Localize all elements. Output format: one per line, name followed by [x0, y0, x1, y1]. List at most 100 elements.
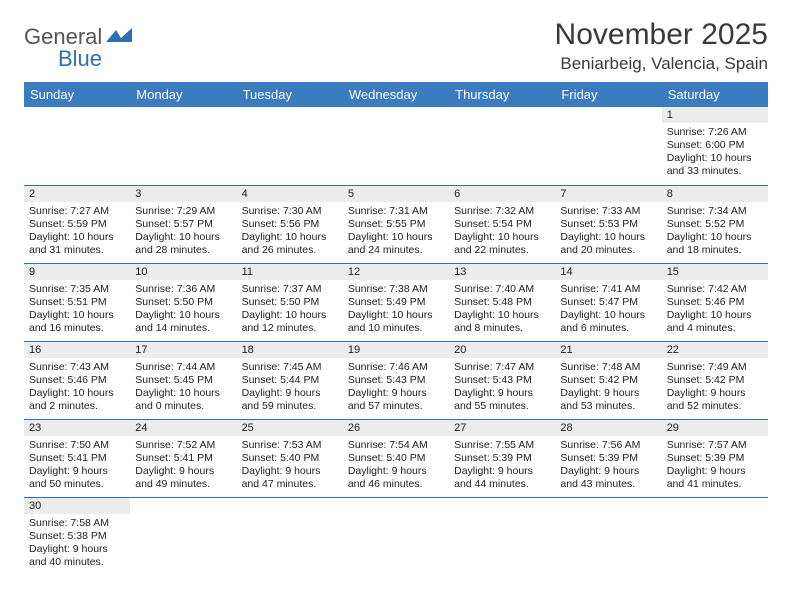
day-number: 1 [662, 107, 768, 123]
day-details: Sunrise: 7:34 AMSunset: 5:52 PMDaylight:… [662, 202, 768, 262]
day-number: 16 [24, 342, 130, 358]
day-number: 30 [24, 498, 130, 514]
calendar-cell [24, 107, 130, 185]
day-number: 6 [449, 186, 555, 202]
calendar-cell [555, 107, 661, 185]
calendar-cell: 30Sunrise: 7:58 AMSunset: 5:38 PMDayligh… [24, 497, 130, 575]
weekday-header: Saturday [662, 82, 768, 107]
day-details: Sunrise: 7:33 AMSunset: 5:53 PMDaylight:… [555, 202, 661, 262]
calendar-cell: 2Sunrise: 7:27 AMSunset: 5:59 PMDaylight… [24, 185, 130, 263]
day-details: Sunrise: 7:30 AMSunset: 5:56 PMDaylight:… [237, 202, 343, 262]
day-details: Sunrise: 7:56 AMSunset: 5:39 PMDaylight:… [555, 436, 661, 496]
day-number: 24 [130, 420, 236, 436]
day-details: Sunrise: 7:46 AMSunset: 5:43 PMDaylight:… [343, 358, 449, 418]
day-number: 8 [662, 186, 768, 202]
flag-icon [106, 28, 132, 46]
day-details: Sunrise: 7:27 AMSunset: 5:59 PMDaylight:… [24, 202, 130, 262]
calendar-cell [555, 497, 661, 575]
day-details: Sunrise: 7:48 AMSunset: 5:42 PMDaylight:… [555, 358, 661, 418]
calendar-cell [130, 107, 236, 185]
calendar-cell: 12Sunrise: 7:38 AMSunset: 5:49 PMDayligh… [343, 263, 449, 341]
day-details: Sunrise: 7:42 AMSunset: 5:46 PMDaylight:… [662, 280, 768, 340]
day-number: 7 [555, 186, 661, 202]
day-details: Sunrise: 7:54 AMSunset: 5:40 PMDaylight:… [343, 436, 449, 496]
day-details: Sunrise: 7:50 AMSunset: 5:41 PMDaylight:… [24, 436, 130, 496]
weekday-header: Monday [130, 82, 236, 107]
day-number: 28 [555, 420, 661, 436]
day-details: Sunrise: 7:43 AMSunset: 5:46 PMDaylight:… [24, 358, 130, 418]
day-number: 13 [449, 264, 555, 280]
calendar-cell [237, 497, 343, 575]
calendar-cell: 5Sunrise: 7:31 AMSunset: 5:55 PMDaylight… [343, 185, 449, 263]
day-number: 20 [449, 342, 555, 358]
day-number: 10 [130, 264, 236, 280]
day-number: 23 [24, 420, 130, 436]
day-number: 9 [24, 264, 130, 280]
day-details: Sunrise: 7:31 AMSunset: 5:55 PMDaylight:… [343, 202, 449, 262]
weekday-header: Friday [555, 82, 661, 107]
calendar-cell: 14Sunrise: 7:41 AMSunset: 5:47 PMDayligh… [555, 263, 661, 341]
day-details: Sunrise: 7:53 AMSunset: 5:40 PMDaylight:… [237, 436, 343, 496]
day-details: Sunrise: 7:55 AMSunset: 5:39 PMDaylight:… [449, 436, 555, 496]
calendar-cell: 25Sunrise: 7:53 AMSunset: 5:40 PMDayligh… [237, 419, 343, 497]
day-number: 18 [237, 342, 343, 358]
weekday-header: Wednesday [343, 82, 449, 107]
day-details: Sunrise: 7:37 AMSunset: 5:50 PMDaylight:… [237, 280, 343, 340]
day-details: Sunrise: 7:26 AMSunset: 6:00 PMDaylight:… [662, 123, 768, 183]
day-number: 12 [343, 264, 449, 280]
day-details: Sunrise: 7:57 AMSunset: 5:39 PMDaylight:… [662, 436, 768, 496]
calendar-cell: 1Sunrise: 7:26 AMSunset: 6:00 PMDaylight… [662, 107, 768, 185]
day-details: Sunrise: 7:32 AMSunset: 5:54 PMDaylight:… [449, 202, 555, 262]
calendar-cell: 4Sunrise: 7:30 AMSunset: 5:56 PMDaylight… [237, 185, 343, 263]
day-number: 26 [343, 420, 449, 436]
calendar-cell: 21Sunrise: 7:48 AMSunset: 5:42 PMDayligh… [555, 341, 661, 419]
day-details: Sunrise: 7:35 AMSunset: 5:51 PMDaylight:… [24, 280, 130, 340]
day-number: 2 [24, 186, 130, 202]
day-number: 11 [237, 264, 343, 280]
calendar-cell: 11Sunrise: 7:37 AMSunset: 5:50 PMDayligh… [237, 263, 343, 341]
weekday-header: Sunday [24, 82, 130, 107]
day-details: Sunrise: 7:58 AMSunset: 5:38 PMDaylight:… [24, 514, 130, 574]
day-number: 19 [343, 342, 449, 358]
calendar-cell: 10Sunrise: 7:36 AMSunset: 5:50 PMDayligh… [130, 263, 236, 341]
day-number: 25 [237, 420, 343, 436]
day-details: Sunrise: 7:44 AMSunset: 5:45 PMDaylight:… [130, 358, 236, 418]
calendar-cell: 29Sunrise: 7:57 AMSunset: 5:39 PMDayligh… [662, 419, 768, 497]
calendar-cell: 3Sunrise: 7:29 AMSunset: 5:57 PMDaylight… [130, 185, 236, 263]
calendar-cell [662, 497, 768, 575]
day-number: 22 [662, 342, 768, 358]
day-details: Sunrise: 7:45 AMSunset: 5:44 PMDaylight:… [237, 358, 343, 418]
calendar-cell: 23Sunrise: 7:50 AMSunset: 5:41 PMDayligh… [24, 419, 130, 497]
calendar-cell: 8Sunrise: 7:34 AMSunset: 5:52 PMDaylight… [662, 185, 768, 263]
day-details: Sunrise: 7:29 AMSunset: 5:57 PMDaylight:… [130, 202, 236, 262]
calendar-cell: 6Sunrise: 7:32 AMSunset: 5:54 PMDaylight… [449, 185, 555, 263]
day-number: 27 [449, 420, 555, 436]
day-details: Sunrise: 7:52 AMSunset: 5:41 PMDaylight:… [130, 436, 236, 496]
calendar-cell [237, 107, 343, 185]
day-number: 14 [555, 264, 661, 280]
weekday-header: Tuesday [237, 82, 343, 107]
day-details: Sunrise: 7:49 AMSunset: 5:42 PMDaylight:… [662, 358, 768, 418]
day-number: 15 [662, 264, 768, 280]
day-details: Sunrise: 7:47 AMSunset: 5:43 PMDaylight:… [449, 358, 555, 418]
calendar-cell: 20Sunrise: 7:47 AMSunset: 5:43 PMDayligh… [449, 341, 555, 419]
calendar-cell: 13Sunrise: 7:40 AMSunset: 5:48 PMDayligh… [449, 263, 555, 341]
calendar-cell [449, 497, 555, 575]
logo-text-b: Blue [58, 46, 792, 72]
day-number: 21 [555, 342, 661, 358]
calendar-cell: 28Sunrise: 7:56 AMSunset: 5:39 PMDayligh… [555, 419, 661, 497]
calendar-cell: 17Sunrise: 7:44 AMSunset: 5:45 PMDayligh… [130, 341, 236, 419]
calendar-table: SundayMondayTuesdayWednesdayThursdayFrid… [24, 82, 768, 575]
calendar-cell: 24Sunrise: 7:52 AMSunset: 5:41 PMDayligh… [130, 419, 236, 497]
day-number: 4 [237, 186, 343, 202]
calendar-cell: 26Sunrise: 7:54 AMSunset: 5:40 PMDayligh… [343, 419, 449, 497]
calendar-cell: 16Sunrise: 7:43 AMSunset: 5:46 PMDayligh… [24, 341, 130, 419]
calendar-cell: 15Sunrise: 7:42 AMSunset: 5:46 PMDayligh… [662, 263, 768, 341]
calendar-cell [130, 497, 236, 575]
calendar-cell [449, 107, 555, 185]
calendar-cell: 19Sunrise: 7:46 AMSunset: 5:43 PMDayligh… [343, 341, 449, 419]
weekday-header: Thursday [449, 82, 555, 107]
calendar-cell: 27Sunrise: 7:55 AMSunset: 5:39 PMDayligh… [449, 419, 555, 497]
calendar-cell: 9Sunrise: 7:35 AMSunset: 5:51 PMDaylight… [24, 263, 130, 341]
day-details: Sunrise: 7:36 AMSunset: 5:50 PMDaylight:… [130, 280, 236, 340]
